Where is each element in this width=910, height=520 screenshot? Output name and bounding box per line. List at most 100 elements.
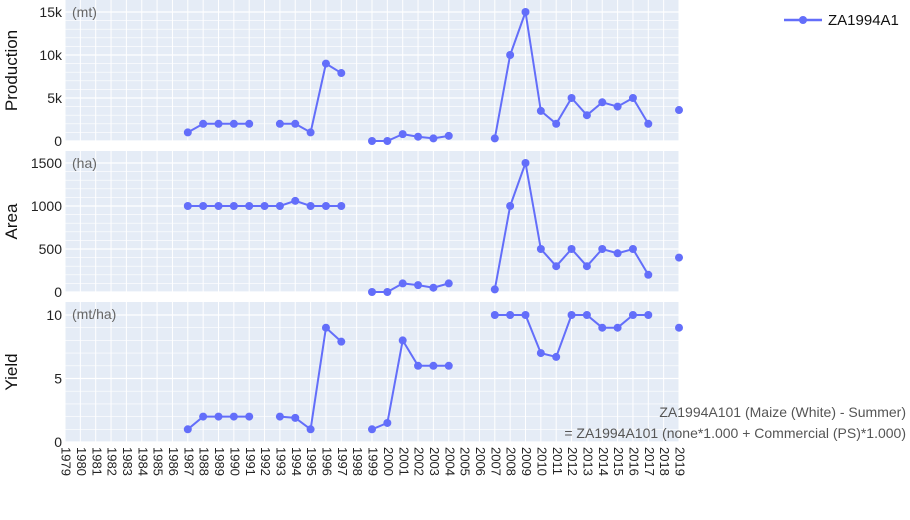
data-point[interactable] [598, 98, 607, 107]
data-point[interactable] [644, 270, 653, 279]
x-axis: 1979 1980 1981 1982 1983 1984 1985 1986 1987 1988… [59, 447, 688, 476]
x-tick-label: 2002 [412, 447, 427, 476]
data-point[interactable] [183, 128, 192, 137]
data-point[interactable] [183, 425, 192, 434]
data-point[interactable] [337, 202, 346, 210]
unit-label: (mt/ha) [72, 306, 116, 322]
data-point[interactable] [628, 311, 637, 319]
unit-label: (ha) [72, 155, 97, 171]
data-point[interactable] [214, 202, 223, 210]
data-point[interactable] [275, 412, 284, 421]
data-point[interactable] [444, 131, 453, 140]
y-tick-label: 0 [54, 133, 62, 149]
y-tick-label: 10k [39, 47, 63, 63]
data-point[interactable] [552, 352, 561, 361]
data-point[interactable] [582, 311, 591, 319]
data-point[interactable] [521, 311, 530, 319]
data-point[interactable] [536, 349, 545, 358]
data-point[interactable] [291, 119, 300, 128]
data-point[interactable] [199, 119, 208, 128]
data-point[interactable] [321, 59, 330, 68]
data-point[interactable] [536, 245, 545, 253]
data-point[interactable] [245, 202, 254, 210]
data-point[interactable] [337, 69, 346, 78]
data-point[interactable] [444, 279, 453, 288]
data-point[interactable] [567, 245, 576, 253]
data-point[interactable] [628, 245, 637, 253]
data-point[interactable] [644, 311, 653, 319]
data-point[interactable] [521, 8, 530, 16]
data-point[interactable] [245, 412, 254, 421]
annotation-line-1: ZA1994A101 (Maize (White) - Summer) [659, 404, 906, 420]
data-point[interactable] [199, 202, 208, 210]
data-point[interactable] [368, 425, 376, 434]
data-point[interactable] [260, 202, 269, 210]
data-point[interactable] [291, 413, 300, 422]
data-point[interactable] [582, 262, 591, 271]
x-tick-label: 1989 [212, 447, 227, 476]
data-point[interactable] [414, 361, 423, 370]
data-point[interactable] [567, 94, 576, 102]
data-point[interactable] [675, 323, 683, 332]
data-point[interactable] [398, 130, 407, 139]
data-point[interactable] [368, 288, 376, 296]
data-point[interactable] [245, 119, 254, 128]
data-point[interactable] [429, 283, 438, 292]
data-point[interactable] [321, 202, 330, 210]
data-point[interactable] [383, 418, 392, 427]
data-point[interactable] [214, 412, 223, 421]
data-point[interactable] [506, 51, 515, 59]
x-tick-label: 1994 [289, 447, 304, 476]
data-point[interactable] [199, 412, 208, 421]
data-point[interactable] [675, 106, 683, 115]
data-point[interactable] [398, 336, 407, 345]
y-tick-label: 1500 [31, 155, 62, 171]
data-point[interactable] [490, 134, 499, 143]
data-point[interactable] [613, 249, 622, 258]
data-point[interactable] [444, 361, 453, 370]
data-point[interactable] [429, 361, 438, 370]
data-point[interactable] [490, 285, 499, 294]
data-point[interactable] [229, 412, 238, 421]
data-point[interactable] [214, 119, 223, 128]
data-point[interactable] [383, 288, 392, 296]
data-point[interactable] [275, 119, 284, 128]
x-tick-label: 1993 [273, 447, 288, 476]
data-point[interactable] [675, 253, 683, 262]
data-point[interactable] [536, 106, 545, 115]
data-point[interactable] [383, 137, 392, 145]
data-point[interactable] [183, 202, 192, 210]
x-tick-label: 1996 [320, 447, 335, 476]
data-point[interactable] [613, 102, 622, 111]
data-point[interactable] [598, 245, 607, 253]
data-point[interactable] [552, 262, 561, 271]
data-point[interactable] [429, 134, 438, 143]
data-point[interactable] [598, 323, 607, 332]
data-point[interactable] [337, 337, 346, 346]
data-point[interactable] [628, 94, 637, 102]
data-point[interactable] [521, 159, 530, 167]
data-point[interactable] [229, 202, 238, 210]
data-point[interactable] [506, 311, 515, 319]
data-point[interactable] [306, 202, 315, 210]
data-point[interactable] [613, 323, 622, 332]
data-point[interactable] [229, 119, 238, 128]
data-point[interactable] [398, 279, 407, 288]
data-point[interactable] [490, 311, 499, 319]
data-point[interactable] [368, 137, 376, 145]
data-point[interactable] [414, 132, 423, 141]
data-point[interactable] [506, 202, 515, 210]
data-point[interactable] [306, 128, 315, 137]
x-tick-label: 1990 [227, 447, 242, 476]
data-point[interactable] [644, 119, 653, 128]
legend[interactable]: ZA1994A1 [784, 12, 899, 29]
data-point[interactable] [582, 111, 591, 120]
data-point[interactable] [291, 196, 300, 205]
data-point[interactable] [552, 119, 561, 128]
data-point[interactable] [414, 281, 423, 290]
data-point[interactable] [321, 323, 330, 332]
data-point[interactable] [567, 311, 576, 319]
data-point[interactable] [306, 425, 315, 434]
data-point[interactable] [275, 202, 284, 210]
x-tick-label: 2000 [381, 447, 396, 476]
